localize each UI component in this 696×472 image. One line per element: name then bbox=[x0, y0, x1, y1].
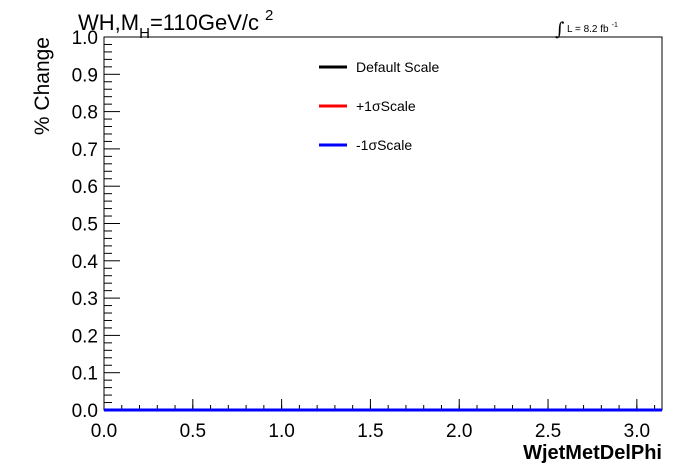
y-tick-label: 0.0 bbox=[72, 401, 98, 422]
x-tick-label: 2.0 bbox=[446, 421, 472, 442]
y-axis-ticks: 0.0 0.1 0.2 0.3 0.4 0.5 0.6 0.7 0.8 0.9 1.0 bbox=[72, 28, 120, 422]
legend-label-2: -1σScale bbox=[356, 137, 412, 153]
title-rest: =110GeV/c bbox=[150, 10, 259, 35]
x-axis-ticks: 0.0 0.5 1.0 1.5 2.0 2.5 3.0 bbox=[91, 399, 656, 442]
lumi-integral: ∫ bbox=[555, 19, 565, 40]
x-tick-label: 0.0 bbox=[91, 421, 117, 442]
x-axis-title: WjetMetDelPhi bbox=[523, 442, 662, 464]
x-tick-label: 0.5 bbox=[180, 421, 206, 442]
lumi-label: L = 8.2 fb -1 bbox=[567, 22, 618, 35]
x-tick-label: 2.5 bbox=[535, 421, 561, 442]
title-sup: 2 bbox=[265, 7, 273, 24]
y-tick-label: 0.5 bbox=[72, 215, 98, 236]
y-tick-label: 0.8 bbox=[72, 103, 98, 124]
legend-label-0: Default Scale bbox=[356, 59, 439, 75]
legend-label-1: +1σScale bbox=[356, 98, 416, 114]
plot-frame bbox=[103, 36, 663, 411]
x-tick-label: 3.0 bbox=[624, 421, 650, 442]
lumi-sup: -1 bbox=[612, 22, 618, 29]
y-tick-label: 0.9 bbox=[72, 65, 98, 86]
y-tick-label: 0.1 bbox=[72, 364, 98, 385]
y-tick-label: 0.2 bbox=[72, 326, 98, 347]
y-tick-label: 0.3 bbox=[72, 289, 98, 310]
y-tick-label: 1.0 bbox=[72, 28, 98, 49]
y-tick-label: 0.4 bbox=[72, 252, 99, 273]
title-main: WH,M bbox=[78, 10, 139, 35]
title-sub: H bbox=[139, 25, 150, 42]
lumi-text: L = 8.2 fb bbox=[567, 24, 609, 35]
y-tick-label: 0.6 bbox=[72, 177, 98, 198]
y-axis-title: % Change bbox=[31, 37, 54, 135]
x-tick-label: 1.5 bbox=[357, 421, 383, 442]
legend: Default Scale +1σScale -1σScale bbox=[319, 59, 439, 153]
x-tick-label: 1.0 bbox=[268, 421, 294, 442]
chart-title: WH,MH=110GeV/c 2 bbox=[78, 7, 273, 42]
y-tick-label: 0.7 bbox=[72, 140, 98, 161]
